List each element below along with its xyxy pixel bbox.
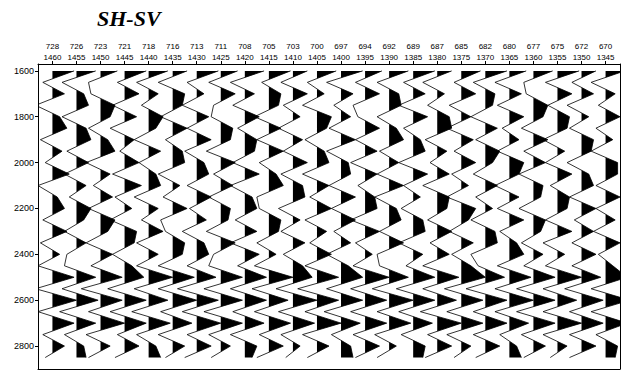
svg-text:1345: 1345: [597, 53, 615, 62]
svg-text:1360: 1360: [525, 53, 543, 62]
svg-text:2600: 2600: [14, 295, 34, 305]
svg-text:713: 713: [190, 42, 204, 51]
svg-text:694: 694: [358, 42, 372, 51]
svg-text:700: 700: [310, 42, 324, 51]
svg-text:675: 675: [551, 42, 565, 51]
svg-text:SH-SV: SH-SV: [97, 6, 163, 31]
svg-text:687: 687: [431, 42, 445, 51]
svg-text:711: 711: [214, 42, 227, 51]
svg-text:1445: 1445: [116, 53, 134, 62]
svg-text:680: 680: [503, 42, 517, 51]
svg-text:718: 718: [142, 42, 156, 51]
svg-text:1440: 1440: [140, 53, 158, 62]
svg-text:1425: 1425: [212, 53, 230, 62]
svg-text:1395: 1395: [356, 53, 374, 62]
svg-text:2000: 2000: [14, 158, 34, 168]
svg-text:728: 728: [46, 42, 60, 51]
svg-text:670: 670: [599, 42, 613, 51]
svg-text:721: 721: [118, 42, 132, 51]
svg-text:1420: 1420: [236, 53, 254, 62]
svg-text:1430: 1430: [188, 53, 206, 62]
svg-text:685: 685: [455, 42, 469, 51]
svg-text:1415: 1415: [260, 53, 278, 62]
svg-text:2200: 2200: [14, 203, 34, 213]
svg-text:716: 716: [166, 42, 180, 51]
svg-text:1455: 1455: [68, 53, 86, 62]
svg-text:1400: 1400: [332, 53, 350, 62]
svg-text:1380: 1380: [428, 53, 446, 62]
svg-text:1600: 1600: [14, 66, 34, 76]
svg-text:672: 672: [575, 42, 589, 51]
svg-text:697: 697: [334, 42, 348, 51]
svg-text:1370: 1370: [476, 53, 494, 62]
svg-text:1365: 1365: [500, 53, 518, 62]
svg-text:689: 689: [406, 42, 420, 51]
svg-text:1410: 1410: [284, 53, 302, 62]
svg-text:692: 692: [382, 42, 396, 51]
svg-text:1385: 1385: [404, 53, 422, 62]
svg-text:2800: 2800: [14, 341, 34, 351]
svg-text:1450: 1450: [92, 53, 110, 62]
svg-text:1800: 1800: [14, 112, 34, 122]
svg-text:705: 705: [262, 42, 276, 51]
svg-text:708: 708: [238, 42, 252, 51]
svg-text:1435: 1435: [164, 53, 182, 62]
svg-text:1460: 1460: [44, 53, 62, 62]
svg-text:723: 723: [94, 42, 108, 51]
svg-text:703: 703: [286, 42, 300, 51]
svg-text:2400: 2400: [14, 249, 34, 259]
svg-text:1390: 1390: [380, 53, 398, 62]
svg-text:1355: 1355: [549, 53, 567, 62]
svg-text:682: 682: [479, 42, 493, 51]
svg-text:1405: 1405: [308, 53, 326, 62]
svg-text:677: 677: [527, 42, 541, 51]
svg-text:726: 726: [70, 42, 84, 51]
svg-text:1350: 1350: [573, 53, 591, 62]
svg-text:1375: 1375: [452, 53, 470, 62]
